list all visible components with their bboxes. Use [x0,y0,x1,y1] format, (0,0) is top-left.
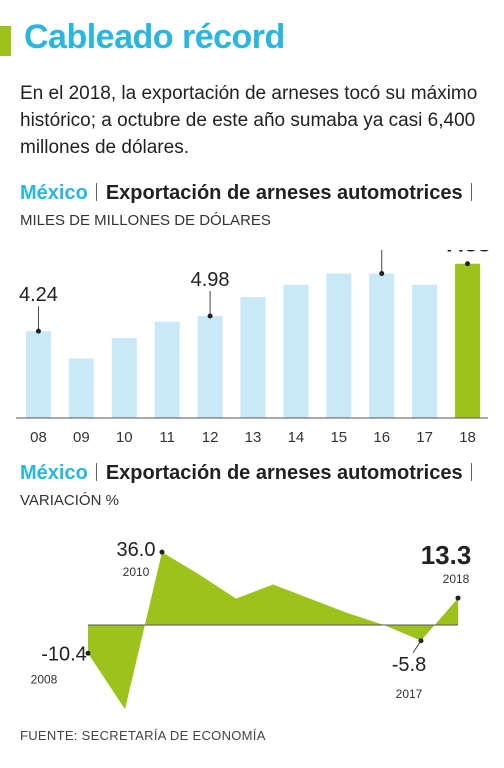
data-label: 36.0 [117,539,156,561]
data-label: -10.4 [41,643,87,665]
chart1-title-text: Exportación de arneses automotrices [105,182,463,204]
data-label: 4.98 [191,269,230,291]
year-label: 2008 [31,672,58,686]
intro-text: En el 2018, la exportación de arneses to… [20,83,478,158]
chart1-country: México [20,182,88,204]
bar-12 [197,315,223,418]
bar-13 [240,297,266,418]
data-label: 4.24 [19,284,58,306]
x-tick-label: 08 [30,429,47,446]
label-leader [412,640,422,654]
bar-18 [455,263,481,418]
year-label: 2018 [443,572,470,586]
x-tick-label: 14 [288,429,305,446]
bar-08 [25,331,51,418]
source-note: FUENTE: SECRETARÍA DE ECONOMÍA [20,728,266,743]
chart1-title-separator [95,183,97,201]
label-dot [465,261,471,267]
headline: Cableado récord [24,18,285,56]
x-tick-label: 10 [116,429,133,446]
chart2-title-text: Exportación de arneses automotrices [105,462,463,484]
label-dot [35,328,41,334]
bar-17 [412,284,438,418]
label-dot [379,271,385,277]
bar-15 [326,273,352,418]
bar-14 [283,284,309,418]
x-tick-label: 17 [416,429,433,446]
data-label: 7.53 [444,250,491,258]
chart1-title: México Exportación de arneses automotrice… [20,180,500,234]
year-label: 2017 [396,687,423,701]
label-dot [207,313,213,319]
x-tick-label: 12 [202,429,219,446]
x-tick-label: 16 [373,429,390,446]
bar-16 [369,273,395,418]
data-label: 13.3 [421,540,472,570]
x-tick-label: 13 [245,429,262,446]
chart2-unit-separator [470,463,472,481]
chart1-unit: MILES DE MILLONES DE DÓLARES [20,212,271,229]
year-label: 2010 [123,565,150,579]
headline-accent-bar [0,26,11,56]
variation-area [88,552,458,710]
label-dot [455,595,461,601]
bar-10 [111,338,137,418]
data-label: -5.8 [392,654,426,676]
chart2-unit: VARIACIÓN % [20,492,119,509]
label-dot [85,650,91,656]
chart1-unit-separator [470,183,472,201]
x-tick-label: 09 [73,429,90,446]
x-tick-label: 18 [459,429,476,446]
x-tick-label: 11 [159,429,175,446]
x-tick-label: 15 [330,429,347,446]
label-dot [159,549,165,555]
bar-09 [68,358,94,418]
chart2-title: México Exportación de arneses automotrice… [20,460,500,514]
chart2-title-separator [95,463,97,481]
chart2-country: México [20,462,88,484]
variation-chart: -10.4 2008 36.0 2010 -5.8 2017 13.3 2018 [31,539,472,710]
bar-11 [154,321,180,418]
